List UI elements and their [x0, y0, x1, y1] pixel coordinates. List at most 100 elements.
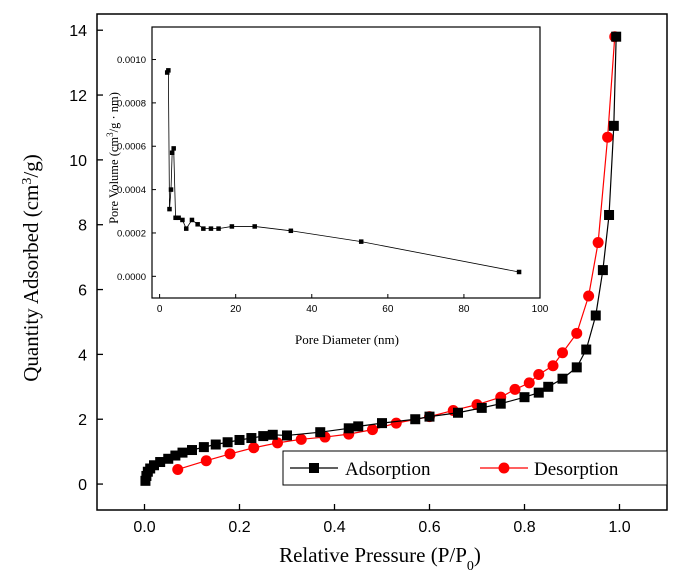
main-axis-ticks: 0.0 0.2 0.4 0.6 0.8 1.0 0 2 4 6 8 10 12 14	[69, 23, 631, 536]
desorption-point	[248, 442, 260, 454]
inset-y-tick-label: 0.0010	[117, 55, 146, 66]
x-tick-label: 0.6	[418, 519, 440, 536]
adsorption-point	[222, 437, 233, 448]
y-tick-label: 6	[78, 283, 87, 300]
adsorption-point	[608, 120, 619, 131]
inset-x-tick-label: 40	[306, 304, 318, 315]
desorption-point	[583, 290, 595, 302]
adsorption-point	[315, 427, 326, 438]
adsorption-point	[533, 387, 544, 398]
desorption-point	[557, 347, 568, 359]
y-tick-label: 12	[69, 88, 87, 105]
adsorption-point	[282, 430, 292, 441]
x-tick-label: 0.2	[228, 519, 250, 536]
y-tick-label: 2	[78, 412, 87, 429]
adsorption-point	[543, 381, 554, 392]
inset-y-tick-label: 0.0000	[117, 272, 146, 283]
adsorption-point	[377, 418, 387, 429]
adsorption-point	[343, 423, 354, 434]
adsorption-point	[476, 402, 487, 413]
desorption-point	[547, 360, 559, 372]
adsorption-point	[234, 434, 245, 445]
legend: Adsorption Desorption	[282, 450, 668, 486]
adsorption-point	[495, 398, 506, 409]
data-series	[140, 31, 622, 486]
y-axis-title: Quantity Adsorbed (cm3/g)	[19, 154, 43, 381]
adsorption-point	[177, 447, 188, 458]
desorption-point	[571, 327, 583, 339]
x-tick-label: 1.0	[608, 519, 630, 536]
pore-volume-point	[216, 226, 221, 231]
inset-axis-ticks: 0 20 40 60 80 100 0.0000 0.0002 0.0004 0.0006 0.00…	[117, 55, 549, 315]
main-plot-frame	[96, 13, 668, 511]
pore-volume-point	[180, 217, 185, 223]
pore-volume-point	[166, 68, 171, 73]
pore-volume-point	[183, 226, 189, 231]
adsorption-point	[155, 457, 166, 468]
y-tick-label: 14	[69, 23, 87, 40]
y-tick-label: 4	[78, 347, 87, 364]
desorption-point	[390, 417, 402, 429]
desorption-point	[592, 237, 604, 249]
pore-volume-point	[288, 228, 294, 234]
inset-x-tick-label: 80	[458, 304, 470, 315]
adsorption-point	[453, 407, 463, 418]
pore-volume-point	[167, 206, 172, 212]
inset-y-tick-label: 0.0008	[117, 98, 146, 109]
inset-x-tick-label: 100	[532, 304, 549, 315]
adsorption-point	[590, 310, 601, 321]
adsorption-point	[149, 460, 159, 471]
adsorption-point	[267, 429, 278, 440]
inset-y-tick-label: 0.0002	[117, 228, 146, 239]
y-tick-label: 8	[78, 218, 87, 235]
adsorption-point	[571, 362, 582, 373]
inset-y-axis-title: Pore Volume (cm3/g · nm)	[105, 92, 121, 224]
desorption-point	[172, 463, 184, 475]
pore-volume-point	[189, 217, 195, 223]
legend-desorption-label: Desorption	[534, 459, 619, 480]
adsorption-point	[198, 442, 209, 453]
desorption-point	[224, 448, 236, 460]
pore-volume-point	[176, 215, 181, 221]
inset-plot-frame	[151, 26, 541, 299]
desorption-point	[602, 131, 614, 143]
desorption-point	[367, 424, 378, 436]
x-tick-label: 0.8	[513, 519, 535, 536]
legend-adsorption-marker	[309, 463, 319, 473]
desorption-point	[523, 377, 535, 389]
desorption-point	[200, 455, 212, 467]
pore-volume-point	[195, 222, 200, 227]
x-axis-title: Relative Pressure (P/P0)	[279, 543, 481, 574]
desorption-point	[295, 433, 307, 445]
adsorption-point	[163, 453, 174, 464]
adsorption-point	[353, 421, 364, 432]
desorption-point	[509, 383, 521, 395]
pore-volume-point	[171, 146, 176, 151]
pore-volume-point	[169, 150, 175, 155]
main-plot-area	[96, 13, 668, 511]
inset-x-tick-label: 20	[230, 304, 242, 315]
desorption-point	[272, 437, 283, 449]
pore-volume-point	[173, 215, 178, 221]
adsorption-point	[581, 344, 592, 355]
inset-x-axis-title: Pore Diameter (nm)	[295, 332, 399, 347]
adsorption-point	[604, 209, 615, 220]
legend-adsorption-label: Adsorption	[345, 459, 431, 480]
adsorption-point	[210, 439, 221, 450]
adsorption-point	[611, 31, 622, 42]
inset-y-tick-label: 0.0004	[117, 185, 146, 196]
pore-volume-point	[208, 226, 214, 231]
pore-volume-point	[168, 187, 174, 192]
adsorption-point	[519, 392, 530, 403]
pore-volume-point	[516, 269, 522, 275]
adsorption-point	[258, 431, 269, 442]
legend-box	[282, 450, 668, 486]
inset-x-tick-label: 60	[382, 304, 394, 315]
x-tick-label: 0.0	[133, 519, 155, 536]
pore-volume-point	[229, 224, 235, 229]
desorption-point	[533, 368, 545, 380]
inset-x-tick-label: 0	[157, 304, 163, 315]
adsorption-point	[187, 445, 197, 456]
adsorption-point	[557, 373, 568, 384]
